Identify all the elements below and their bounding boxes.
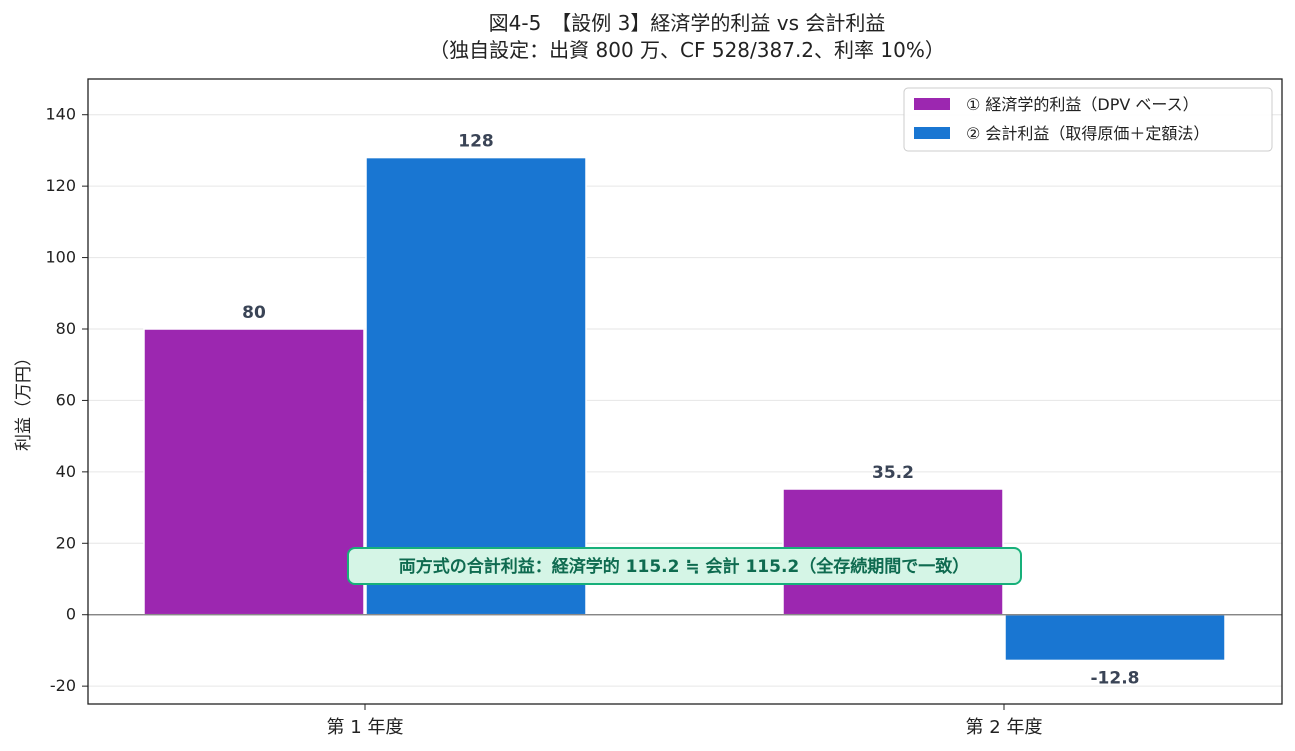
data-label: -12.8 — [1091, 668, 1140, 688]
data-label: 35.2 — [872, 463, 914, 483]
y-tick-label: 120 — [45, 176, 76, 195]
legend-frame — [903, 87, 1273, 152]
chart-title: 図4-5 【設例 3】経済学的利益 vs 会計利益 — [489, 11, 886, 35]
axes: -20 0 20 40 60 80 100 120 140 第 1 年度 第 2 年度 — [45, 78, 1283, 738]
y-tick-label: 20 — [56, 533, 76, 552]
legend-swatch-economic — [914, 98, 950, 110]
summary-annotation: 両方式の合計利益：経済学的 115.2 ≒ 会計 115.2（全存続期間で一致） — [347, 547, 1022, 585]
data-label: 128 — [458, 132, 494, 152]
y-axis-label: 利益（万円） — [14, 349, 34, 451]
legend: ① 経済学的利益（DPV ベース） ② 会計利益（取得原価＋定額法） — [903, 87, 1273, 152]
legend-label-accounting: ② 会計利益（取得原価＋定額法） — [966, 124, 1209, 143]
y-tick-label: 80 — [56, 319, 76, 338]
chart-subtitle: （独自設定：出資 800 万、CF 528/387.2、利率 10%） — [429, 38, 945, 62]
data-label: 80 — [242, 303, 266, 323]
y-tick-label: 0 — [66, 605, 76, 624]
bar-accounting-2 — [1004, 613, 1226, 662]
x-tick-label: 第 1 年度 — [327, 717, 404, 738]
legend-swatch-accounting — [914, 127, 950, 139]
data-labels: 80 35.2 128 -12.8 — [242, 132, 1139, 689]
y-tick-label: 60 — [56, 390, 76, 409]
bar-accounting-1 — [365, 156, 587, 616]
annotation-box — [347, 547, 1022, 585]
y-tick-label: -20 — [50, 676, 76, 695]
x-tick-label: 第 2 年度 — [966, 717, 1043, 738]
y-tick-label: 100 — [45, 248, 76, 267]
annotation-text: 両方式の合計利益：経済学的 115.2 ≒ 会計 115.2（全存続期間で一致） — [399, 556, 969, 577]
plot-frame — [87, 78, 1283, 705]
legend-label-economic: ① 経済学的利益（DPV ベース） — [966, 95, 1199, 114]
y-tick-label: 140 — [45, 105, 76, 124]
bar-economic-1 — [143, 328, 365, 616]
y-tick-label: 40 — [56, 462, 76, 481]
